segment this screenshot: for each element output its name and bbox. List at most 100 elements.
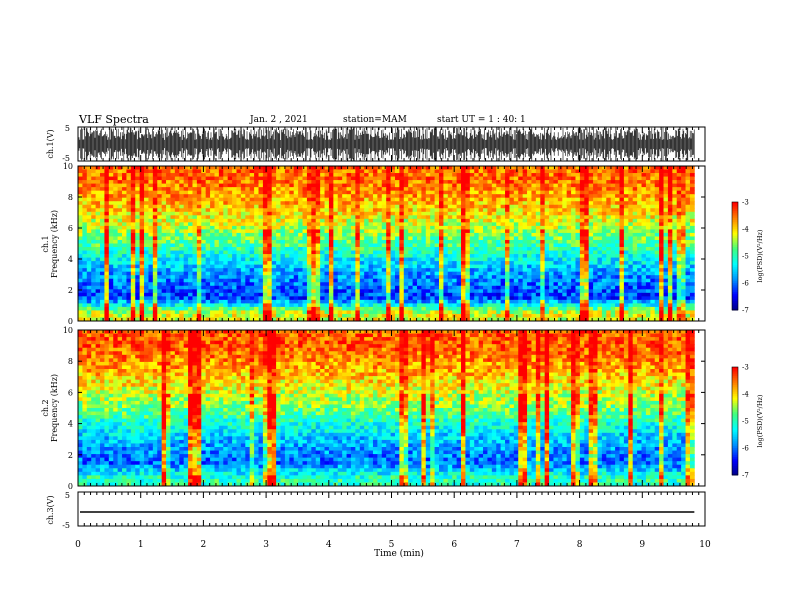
ytick-label: 0 [68,317,73,326]
ytick-label: 2 [68,286,73,295]
colorbar-step [732,395,738,399]
ch3-ytick-bottom: -5 [62,521,70,530]
xtick-label: 4 [326,540,332,550]
colorbar-step [732,381,738,384]
colorbar-step [732,374,738,377]
colorbar-step [732,372,738,375]
colorbar-tick-label: -7 [742,307,749,315]
colorbar-step [732,370,738,373]
colorbar-step [732,252,738,255]
xtick-label: 2 [201,540,207,550]
colorbar-step [732,266,738,270]
colorbar-step [732,212,738,216]
ytick-label: 0 [68,482,73,491]
colorbar-step [732,368,738,372]
colorbar-step [732,304,738,307]
xtick-label: 3 [263,540,269,550]
x-tick-labels: 0 1 2 3 4 5 6 7 8 9 10 [75,540,711,550]
colorbar-step [732,288,738,291]
colorbar-step [732,256,738,259]
ch1-waveform-signal [78,127,695,161]
ch1-waveform-trace [78,127,695,161]
colorbar-step [732,299,738,302]
colorbar-step [732,295,738,298]
colorbar-step [732,401,738,404]
ytick-label: 8 [68,193,73,202]
colorbar-step [732,243,738,246]
ch1-spectrogram-image [78,166,705,322]
colorbar-step [732,417,738,420]
colorbar-step [732,390,738,393]
colorbar-step [732,259,738,262]
ch3-ytick-top: 5 [65,491,70,500]
colorbar-step [732,209,738,212]
colorbar-step [732,408,738,411]
colorbar-step [732,292,738,295]
colorbar-step [732,433,738,436]
ytick-label: 10 [63,162,73,171]
colorbar-step [732,376,738,379]
colorbar-label: log(PSD)(V²/Hz) [756,229,764,282]
ch1-colorbar: -3 -4 -5 -6 -7 log(PSD)(V²/Hz) [731,199,764,315]
xtick-label: 10 [699,540,711,550]
ch2-colorbar: -3 -4 -5 -6 -7 log(PSD)(V²/Hz) [731,364,764,480]
xtick-label: 5 [389,540,395,550]
colorbar-frame [731,366,739,476]
colorbar-step [732,214,738,217]
colorbar-step [732,248,738,252]
colorbar-step [732,462,738,465]
ch2-spec-ylabel-2: Frequency (kHz) [50,374,59,442]
colorbar-label: log(PSD)(V²/Hz) [756,394,764,447]
colorbar-step [732,221,738,225]
colorbar-step [732,274,738,277]
xtick-label: 1 [138,540,144,550]
colorbar-step [732,227,738,230]
ch1-ylabel: ch.1(V) [46,129,55,158]
colorbar-step [732,290,738,293]
ch1-ytick-bottom: -5 [62,154,70,163]
ch2-spectrogram-panel: 0 2 4 6 8 10 ch.2 Frequency (kHz) [41,326,706,491]
colorbar-step [732,257,738,261]
colorbar-step [732,229,738,232]
colorbar-step [732,442,738,445]
colorbar-step [732,275,738,279]
colorbar-step [732,203,738,207]
xtick-label: 9 [639,540,645,550]
colorbar-step [732,397,738,400]
colorbar-step [732,453,738,456]
colorbar-step [732,277,738,280]
colorbar-tick-label: -4 [742,391,749,399]
colorbar-step [732,413,738,417]
colorbar-step [732,412,738,415]
ytick-label: 10 [63,326,73,335]
x-axis-label: Time (min) [374,548,424,559]
colorbar-step [732,261,738,264]
colorbar-step [732,424,738,427]
colorbar-step [732,250,738,253]
ch1-yticks: 0 2 4 6 8 10 [63,162,705,326]
colorbar-tick-label: -3 [742,199,749,207]
colorbar-step [732,467,738,471]
colorbar-step [732,241,738,244]
ch2-spectrogram-image [78,330,705,487]
colorbar-step [732,451,738,454]
colorbar-step [732,254,738,257]
colorbar-step [732,232,738,235]
ytick-label: 6 [68,388,73,397]
colorbar-step [732,415,738,418]
colorbar-step [732,410,738,413]
xtick-label: 6 [451,540,457,550]
colorbar-step [732,385,738,388]
ytick-label: 6 [68,224,73,233]
colorbar-step [732,293,738,297]
colorbar-step [732,457,738,460]
ytick-label: 4 [68,420,73,429]
colorbar-step [732,230,738,234]
start-ut-label: start UT = 1 : 40: 1 [437,115,526,125]
ch3-waveform-panel: 5 -5 ch.3(V) [46,491,706,530]
colorbar-step [732,440,738,444]
ch1-waveform-panel: 5 -5 ch.1(V) [46,124,706,163]
colorbar-tick-label: -7 [742,472,749,480]
